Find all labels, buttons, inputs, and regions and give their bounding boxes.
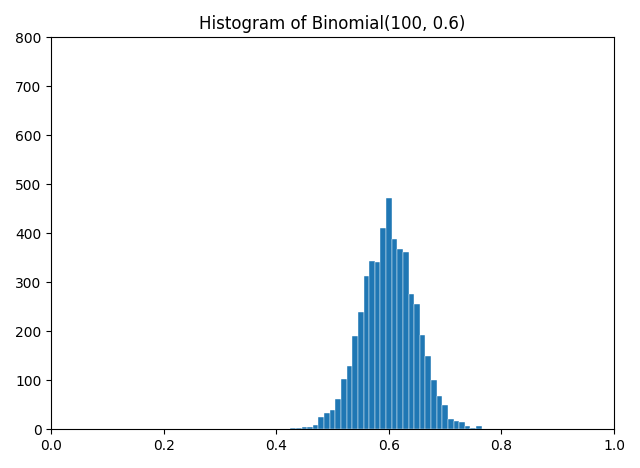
Bar (454, 421, 460, 429)
Bar (403, 252, 408, 429)
Bar (341, 379, 347, 429)
Bar (296, 428, 301, 429)
Bar (408, 293, 414, 429)
Bar (426, 356, 431, 429)
Bar (347, 366, 352, 429)
Bar (375, 262, 380, 429)
Bar (460, 423, 465, 429)
Bar (358, 312, 364, 429)
Bar (414, 304, 420, 429)
Bar (313, 425, 319, 429)
Bar (319, 417, 324, 429)
Bar (448, 419, 454, 429)
Bar (436, 396, 442, 429)
Bar (420, 335, 426, 429)
Bar (476, 426, 482, 429)
Bar (330, 410, 335, 429)
Bar (335, 399, 341, 429)
Bar (442, 405, 448, 429)
Bar (291, 428, 296, 429)
Bar (307, 427, 313, 429)
Bar (380, 228, 386, 429)
Bar (465, 426, 470, 429)
Bar (470, 428, 476, 429)
Bar (324, 413, 330, 429)
Bar (369, 261, 375, 429)
Bar (431, 380, 436, 429)
Bar (301, 427, 307, 429)
Bar (392, 239, 397, 429)
Bar (364, 277, 369, 429)
Title: Histogram of Binomial(100, 0.6): Histogram of Binomial(100, 0.6) (200, 15, 466, 33)
Bar (352, 336, 358, 429)
Bar (397, 249, 403, 429)
Bar (386, 198, 392, 429)
